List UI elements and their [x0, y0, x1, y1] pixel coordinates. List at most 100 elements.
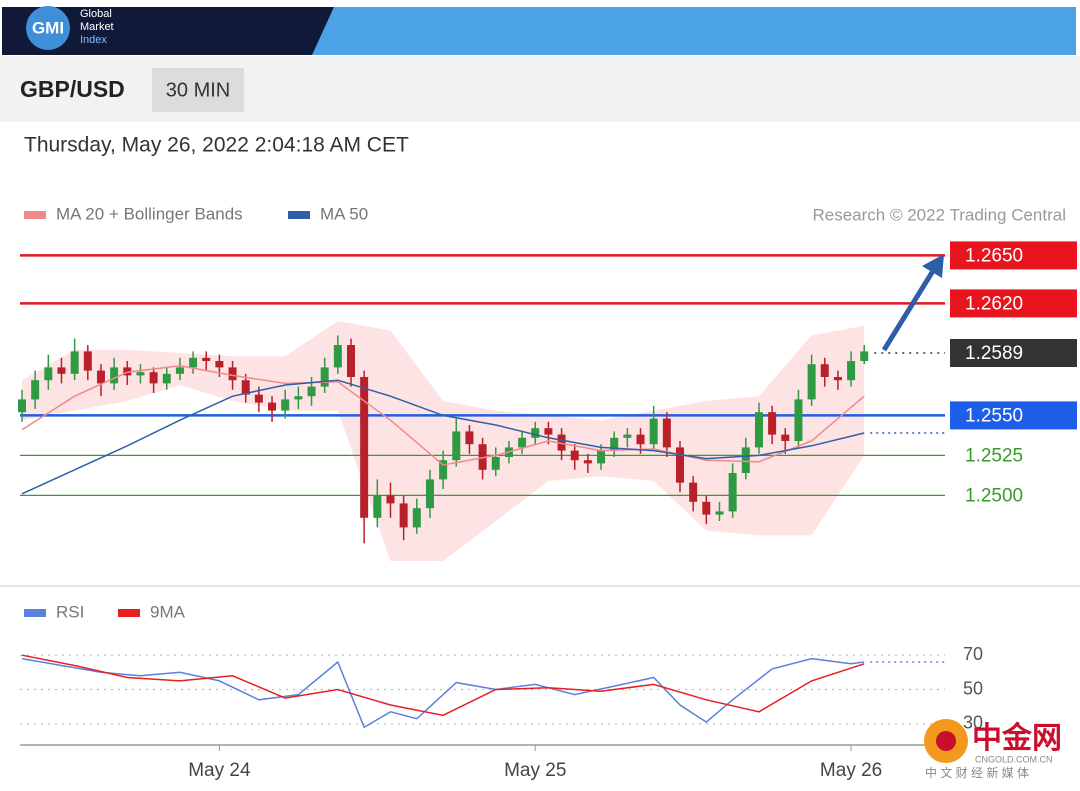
- x-tick-label: May 25: [504, 760, 566, 781]
- interval-button[interactable]: [152, 68, 244, 112]
- candle-body: [162, 373, 171, 384]
- candle-body: [689, 482, 698, 502]
- candle-body: [518, 437, 527, 448]
- rsi-line: [21, 657, 865, 729]
- x-tick-label: May 26: [820, 760, 882, 781]
- legend-swatch: [24, 609, 46, 617]
- candle-body: [715, 511, 724, 515]
- level-label: 1.2525: [965, 445, 1023, 466]
- candle-body: [57, 367, 66, 374]
- legend-label: MA 50: [320, 204, 368, 223]
- candle-body: [465, 431, 474, 445]
- candle-body: [702, 501, 711, 515]
- legend-label: RSI: [56, 602, 84, 621]
- y-tick-label: 30: [963, 713, 983, 733]
- candle-body: [373, 495, 382, 518]
- candle-body: [31, 380, 40, 400]
- level-label: 1.2650: [965, 245, 1023, 266]
- candle-body: [820, 364, 829, 377]
- candle-body: [781, 434, 790, 441]
- legend-swatch: [24, 211, 46, 219]
- candle-body: [110, 367, 119, 384]
- moving-average: [21, 379, 865, 495]
- candle-body: [70, 351, 79, 374]
- legend-label: MA 20 + Bollinger Bands: [56, 204, 243, 223]
- candle-body: [96, 370, 105, 384]
- candle-body: [583, 460, 592, 464]
- legend-label: 9MA: [150, 602, 186, 621]
- candle-body: [741, 447, 750, 473]
- plot: 1.2650 1.2620 1.2589 1.2550 1.2525 1.2500 MA 2…: [18, 204, 1077, 781]
- watermark-tagline: 中 文 财 经 新 媒 体: [925, 765, 1029, 780]
- candle-body: [570, 450, 579, 461]
- candle-body: [307, 386, 316, 397]
- candle-body: [320, 367, 329, 387]
- candle-body: [123, 367, 132, 376]
- candle-body: [281, 399, 290, 411]
- candle-body: [18, 399, 26, 413]
- level-box: [950, 241, 1077, 270]
- candle-body: [544, 428, 553, 435]
- logo-badge: [26, 6, 70, 50]
- candle-body: [649, 418, 658, 445]
- header-brand: [2, 7, 334, 55]
- watermark-name: 中金网: [972, 721, 1062, 755]
- logo-line: Global: [80, 8, 112, 20]
- candle-body: [847, 361, 856, 381]
- timestamp: Thursday, May 26, 2022 2:04:18 AM CET: [24, 134, 409, 157]
- candle-body: [728, 473, 737, 512]
- level-box: [950, 289, 1077, 318]
- candle-body: [676, 447, 684, 483]
- candle-body: [557, 434, 566, 451]
- candle-body: [83, 351, 92, 371]
- candle-body: [662, 418, 671, 448]
- candle-body: [399, 503, 408, 528]
- interval[interactable]: 30 MIN: [166, 79, 230, 101]
- candle-body: [294, 396, 303, 400]
- candle-body: [412, 508, 421, 528]
- candle-body: [215, 361, 224, 368]
- candle-body: [833, 377, 842, 381]
- candle-body: [425, 479, 434, 509]
- candle-body: [175, 367, 184, 374]
- level-box: [950, 339, 1077, 367]
- candle-body: [452, 431, 461, 461]
- level-label: 1.2500: [965, 485, 1023, 506]
- candle-body: [268, 402, 277, 411]
- candle-body: [228, 367, 237, 381]
- legend-swatch: [118, 609, 140, 617]
- candle-body: [44, 367, 53, 381]
- legend-swatch: [288, 211, 310, 219]
- logo-line: Index: [80, 34, 107, 46]
- watermark-domain: CNGOLD.COM.CN: [975, 754, 1053, 764]
- candle-body: [623, 434, 632, 438]
- candle-body: [636, 434, 645, 445]
- logo-line: Market: [80, 21, 114, 33]
- candle-body: [202, 357, 211, 361]
- level-box: [950, 401, 1077, 430]
- candle-body: [439, 460, 448, 480]
- moving-average: [21, 365, 865, 466]
- logo: GMI: [32, 18, 64, 37]
- candle-body: [189, 357, 198, 368]
- y-tick-label: 50: [963, 678, 983, 698]
- candle-body: [531, 428, 540, 438]
- candle-body: [794, 399, 803, 441]
- candle-body: [347, 345, 355, 377]
- candle-body: [333, 345, 342, 368]
- arrow-head: [922, 254, 944, 278]
- candle-body: [807, 364, 816, 400]
- symbol: GBP/USD: [20, 76, 125, 102]
- candle-body: [478, 444, 487, 470]
- level-label: 1.2589: [965, 343, 1023, 364]
- candle-body: [610, 437, 619, 451]
- arrow-shaft: [881, 264, 939, 352]
- candle-body: [597, 450, 606, 464]
- candle-body: [136, 372, 145, 376]
- candle-body: [860, 351, 869, 361]
- candle-body: [360, 377, 369, 518]
- level-label: 1.2620: [965, 293, 1023, 314]
- level-label: 1.2550: [965, 405, 1023, 426]
